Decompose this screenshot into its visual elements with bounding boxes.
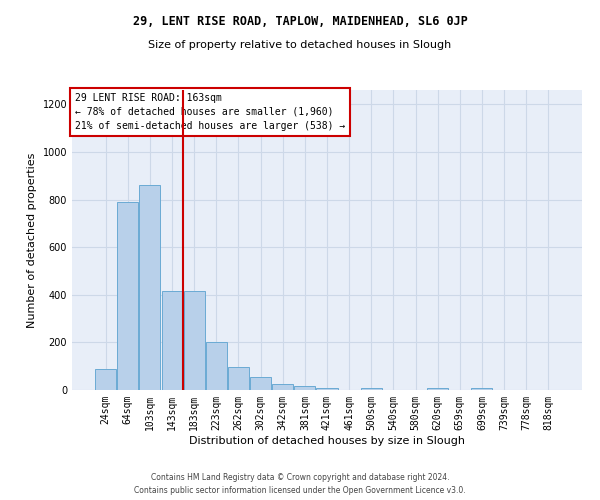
Bar bbox=[250, 377, 271, 390]
Bar bbox=[295, 386, 316, 390]
Bar bbox=[118, 202, 139, 390]
Bar bbox=[272, 384, 293, 390]
Bar bbox=[184, 291, 205, 390]
Bar bbox=[95, 368, 116, 390]
Text: 29 LENT RISE ROAD: 163sqm
← 78% of detached houses are smaller (1,960)
21% of se: 29 LENT RISE ROAD: 163sqm ← 78% of detac… bbox=[74, 93, 345, 131]
Bar bbox=[316, 388, 338, 390]
Bar bbox=[472, 388, 493, 390]
Text: Contains HM Land Registry data © Crown copyright and database right 2024.
Contai: Contains HM Land Registry data © Crown c… bbox=[134, 474, 466, 495]
Text: 29, LENT RISE ROAD, TAPLOW, MAIDENHEAD, SL6 0JP: 29, LENT RISE ROAD, TAPLOW, MAIDENHEAD, … bbox=[133, 15, 467, 28]
Bar bbox=[161, 291, 182, 390]
Bar bbox=[139, 185, 160, 390]
Bar bbox=[427, 388, 448, 390]
Text: Size of property relative to detached houses in Slough: Size of property relative to detached ho… bbox=[148, 40, 452, 50]
X-axis label: Distribution of detached houses by size in Slough: Distribution of detached houses by size … bbox=[189, 436, 465, 446]
Y-axis label: Number of detached properties: Number of detached properties bbox=[27, 152, 37, 328]
Bar bbox=[228, 368, 249, 390]
Bar bbox=[361, 388, 382, 390]
Bar bbox=[206, 342, 227, 390]
